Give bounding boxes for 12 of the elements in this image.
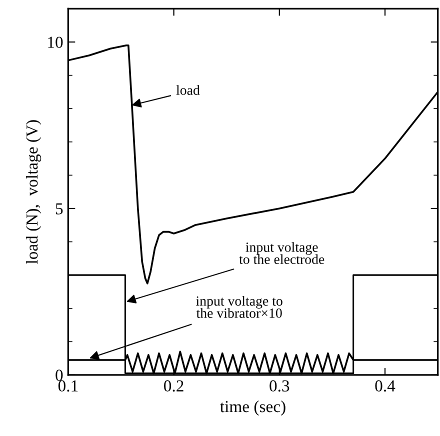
annotation: input voltage to the vibrator×10 — [196, 296, 282, 318]
x-tick-label: 0.1 — [58, 380, 78, 392]
y-tick-label: 10 — [48, 36, 63, 48]
y-axis-title: load (N), voltage (V) — [26, 120, 42, 264]
x-axis-title: time (sec) — [220, 400, 286, 416]
x-tick-label: 0.4 — [375, 380, 396, 392]
annotation: input voltage to the electrode — [239, 242, 324, 264]
annotation: load — [176, 85, 200, 95]
x-tick-label: 0.2 — [164, 380, 184, 392]
y-tick-label: 0 — [56, 370, 63, 381]
y-tick-label: 5 — [56, 203, 63, 214]
x-tick-label: 0.3 — [270, 380, 290, 392]
